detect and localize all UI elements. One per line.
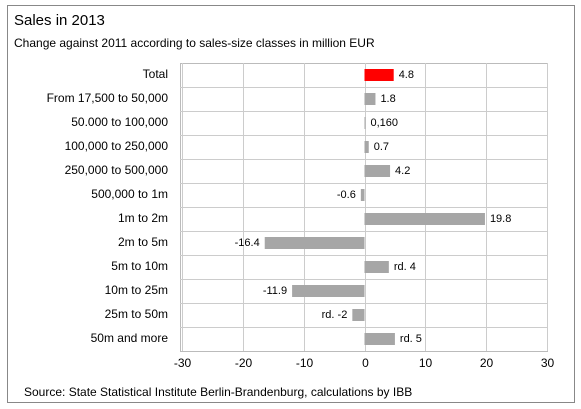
value-label: rd. -2 (322, 309, 348, 321)
value-label: 0.7 (374, 141, 389, 153)
y-tick-label: 50.000 to 100,000 (71, 115, 168, 129)
y-tick-label: 2m to 5m (118, 235, 168, 249)
bar (364, 333, 395, 345)
y-tick-label: From 17,500 to 50,000 (47, 91, 169, 105)
y-tick-label: 50m and more (91, 331, 169, 345)
y-tick-label: 5m to 10m (111, 259, 168, 273)
bar (352, 309, 365, 321)
bar (364, 117, 366, 129)
source: Source: State Statistical Institute Berl… (24, 385, 412, 399)
value-label: 4.8 (399, 69, 414, 81)
value-label: 4.2 (395, 165, 410, 177)
x-tick-label: 0 (362, 356, 369, 370)
bar (364, 213, 485, 225)
bar (292, 285, 365, 297)
value-label: -0.6 (337, 189, 356, 201)
bar (264, 237, 365, 249)
value-label: -16.4 (235, 237, 260, 249)
x-tick-label: -30 (174, 356, 192, 370)
value-label: rd. 4 (394, 261, 416, 273)
bar (364, 93, 376, 105)
x-tick-label: -20 (235, 356, 253, 370)
bar (364, 69, 394, 81)
y-tick-label: 10m to 25m (105, 283, 168, 297)
x-tick-label: -10 (296, 356, 314, 370)
x-tick-label: 10 (419, 356, 433, 370)
value-label: 1.8 (380, 93, 395, 105)
value-label: -11.9 (263, 285, 287, 297)
frame (7, 5, 575, 403)
y-tick-label: 1m to 2m (118, 211, 168, 225)
value-label: 19.8 (490, 213, 511, 225)
bar (360, 189, 365, 201)
chart-title: Sales in 2013 (14, 12, 105, 29)
bar (364, 165, 391, 177)
chart-subtitle: Change against 2011 according to sales-s… (14, 36, 375, 50)
y-tick-label: 100,000 to 250,000 (65, 139, 169, 153)
value-label: rd. 5 (400, 333, 422, 345)
y-tick-label: Total (143, 67, 168, 81)
bar (364, 261, 389, 273)
bar (364, 141, 369, 153)
x-tick-label: 20 (480, 356, 494, 370)
x-tick-label: 30 (541, 356, 555, 370)
y-tick-label: 250,000 to 500,000 (65, 163, 169, 177)
value-label: 0,160 (370, 117, 398, 129)
y-tick-label: 500,000 to 1m (91, 187, 168, 201)
y-tick-label: 25m to 50m (105, 307, 168, 321)
